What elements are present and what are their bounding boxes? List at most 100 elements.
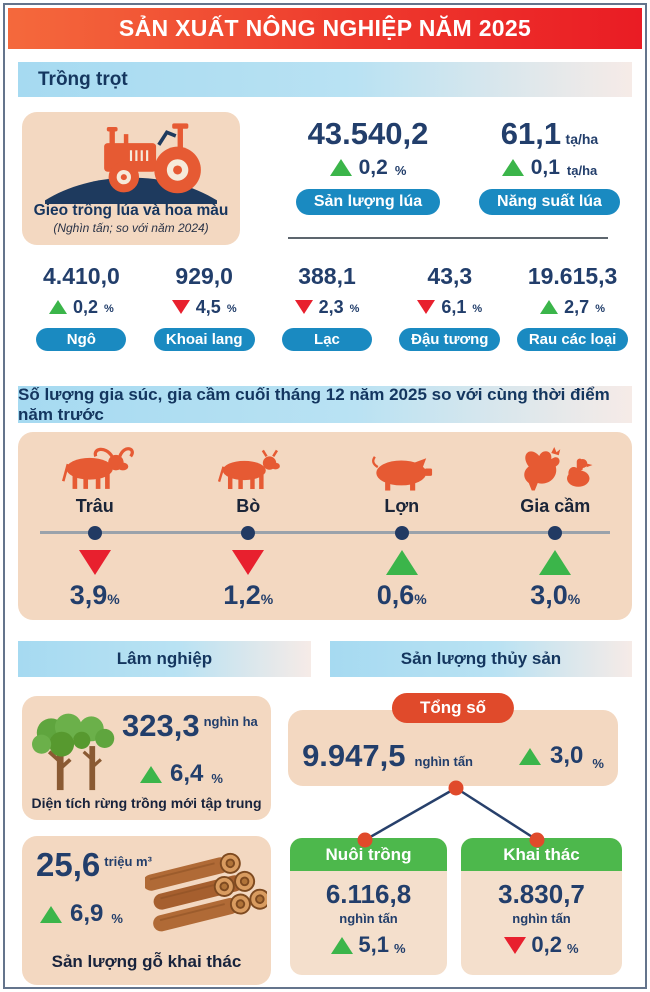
fishery-capture-value: 3.830,7 — [498, 879, 585, 909]
intro-card-subtitle: (Nghìn tấn; so với năm 2024) — [53, 221, 209, 235]
change-direction-icon — [40, 905, 62, 923]
rice-yield-stat: 61,1 tạ/ha 0,1 tạ/ha Năng suất lúa — [462, 116, 637, 215]
crop-stat-dau-tuong: 43,3 6,1 % Đậu tương — [388, 263, 511, 351]
crop-stat-rau: 19.615,3 2,7 % Rau các loại — [511, 263, 634, 351]
timeline-dot — [87, 526, 102, 540]
animal-name: Gia cầm — [520, 495, 591, 516]
crop-change: 0,2 — [72, 296, 99, 317]
animal-change-unit: % — [567, 591, 581, 607]
cow-icon — [218, 449, 281, 490]
forest-planted-unit: nghìn ha — [203, 714, 258, 729]
change-direction-icon — [331, 936, 354, 954]
animal-change-value: 3,0% — [479, 580, 633, 611]
section-header-forestry: Lâm nghiệp — [18, 641, 311, 677]
fishery-capture-change-unit: % — [567, 941, 579, 956]
forest-timber-change-unit: % — [111, 911, 123, 926]
crop-stat-ngo: 4.410,0 0,2 % Ngô — [20, 263, 143, 351]
fishery-capture-change: 0,2 — [531, 932, 563, 957]
crop-value: 19.615,3 — [527, 263, 618, 289]
forest-timber-card: 25,6 triệu m³ 6,9 % Sản lượng gỗ khai thá… — [22, 836, 271, 985]
timeline-dot — [394, 526, 409, 540]
change-direction-icon — [385, 550, 418, 575]
forest-timber-number: 25,6 — [36, 846, 101, 883]
crop-change-unit: % — [226, 303, 237, 315]
fishery-total-change: 3,0 — [550, 742, 584, 770]
rice-output-change: 0,2 — [358, 155, 388, 179]
fishery-total-unit: nghìn tấn — [414, 753, 474, 769]
change-direction-icon — [48, 300, 67, 314]
rice-output-change-unit: % — [394, 162, 407, 178]
fishery-total-pill: Tổng số — [391, 693, 515, 723]
livestock-item-trau: Trâu 3,9% — [18, 432, 172, 620]
forest-planted-caption: Diện tích rừng trồng mới tập trung — [31, 795, 262, 811]
crop-change: 4,5 — [195, 296, 221, 317]
crop-label-pill: Đậu tương — [399, 328, 501, 351]
fishery-capture-title: Khai thác — [461, 838, 622, 871]
change-direction-icon — [171, 300, 190, 314]
crop-value: 43,3 — [427, 263, 473, 289]
rice-yield-label-pill: Năng suất lúa — [479, 188, 620, 215]
forest-timber-caption: Sản lượng gỗ khai thác — [51, 952, 242, 971]
animal-change-number: 3,0 — [530, 580, 568, 610]
rice-output-value: 43.540,2 — [307, 116, 429, 151]
change-direction-icon — [519, 747, 541, 765]
fishery-total-change-unit: % — [592, 755, 604, 771]
section-header-livestock: Số lượng gia súc, gia cầm cuối tháng 12 … — [18, 385, 632, 424]
buffalo-icon — [61, 447, 134, 489]
fishery-farming-card: Nuôi trồng 6.116,8 nghìn tấn 5,1 % — [290, 838, 447, 975]
section-header-cultivation: Trồng trọt — [18, 62, 632, 97]
timeline-dot — [241, 526, 256, 540]
animal-change-value: 3,9% — [18, 580, 172, 611]
rice-output-stat: 43.540,2 0,2 % Sản lượng lúa — [283, 116, 453, 215]
logs-icon — [145, 852, 267, 932]
change-direction-icon — [539, 550, 572, 575]
pig-icon — [371, 456, 432, 491]
timeline-line — [40, 531, 610, 534]
animal-change-unit: % — [414, 591, 427, 607]
divider-line — [288, 237, 608, 239]
change-direction-icon — [294, 300, 313, 314]
animal-name: Trâu — [75, 495, 114, 516]
rice-yield-unit: tạ/ha — [565, 131, 599, 147]
forest-planted-number: 323,3 — [122, 708, 200, 743]
fishery-farming-unit: nghìn tấn — [339, 911, 398, 926]
crop-value: 388,1 — [298, 263, 356, 289]
intro-card-title: Gieo trồng lúa và hoa màu — [33, 202, 229, 219]
change-direction-icon — [501, 159, 524, 177]
rice-yield-change-unit: tạ/ha — [566, 162, 598, 178]
rice-yield-value: 61,1 — [500, 116, 562, 151]
crop-change-unit: % — [349, 303, 360, 315]
page-title: SẢN XUẤT NÔNG NGHIỆP NĂM 2025 — [8, 8, 642, 49]
animal-name: Lợn — [384, 495, 420, 516]
crop-label-pill: Ngô — [36, 328, 127, 351]
crop-change: 6,1 — [441, 296, 467, 317]
crop-change-unit: % — [595, 303, 605, 315]
crop-change-unit: % — [104, 303, 114, 315]
animal-change-number: 3,9 — [69, 580, 108, 610]
forest-planted-change-unit: % — [211, 771, 223, 786]
section-header-fishery: Sản lượng thủy sản — [330, 641, 632, 677]
fishery-capture-card: Khai thác 3.830,7 nghìn tấn 0,2 % — [461, 838, 622, 975]
crop-stat-lac: 388,1 2,3 % Lạc — [266, 263, 389, 351]
animal-change-value: 0,6% — [325, 580, 479, 611]
cultivation-intro-card: Gieo trồng lúa và hoa màu (Nghìn tấn; so… — [22, 112, 240, 245]
animal-change-unit: % — [260, 591, 274, 607]
change-direction-icon — [417, 300, 436, 314]
livestock-band: Trâu 3,9% — [18, 432, 632, 620]
crop-change: 2,3 — [318, 296, 344, 317]
animal-change-number: 0,6 — [376, 580, 415, 610]
livestock-item-lon: Lợn 0,6% — [325, 432, 479, 620]
change-direction-icon — [329, 159, 352, 177]
crops-row: 4.410,0 0,2 % Ngô 929,0 4,5 % Khoai lang… — [20, 263, 634, 351]
crop-label-pill: Lạc — [281, 328, 372, 351]
fishery-farming-change-unit: % — [394, 941, 406, 956]
animal-change-number: 1,2 — [223, 580, 261, 610]
crop-value: 929,0 — [175, 263, 233, 289]
change-direction-icon — [140, 765, 162, 783]
fishery-total-value: 9.947,5 — [302, 738, 406, 773]
animal-change-unit: % — [107, 591, 120, 607]
animal-change-value: 1,2% — [172, 580, 326, 611]
crop-change-unit: % — [472, 303, 483, 315]
livestock-item-gia-cam: Gia cầm 3,0% — [479, 432, 633, 620]
